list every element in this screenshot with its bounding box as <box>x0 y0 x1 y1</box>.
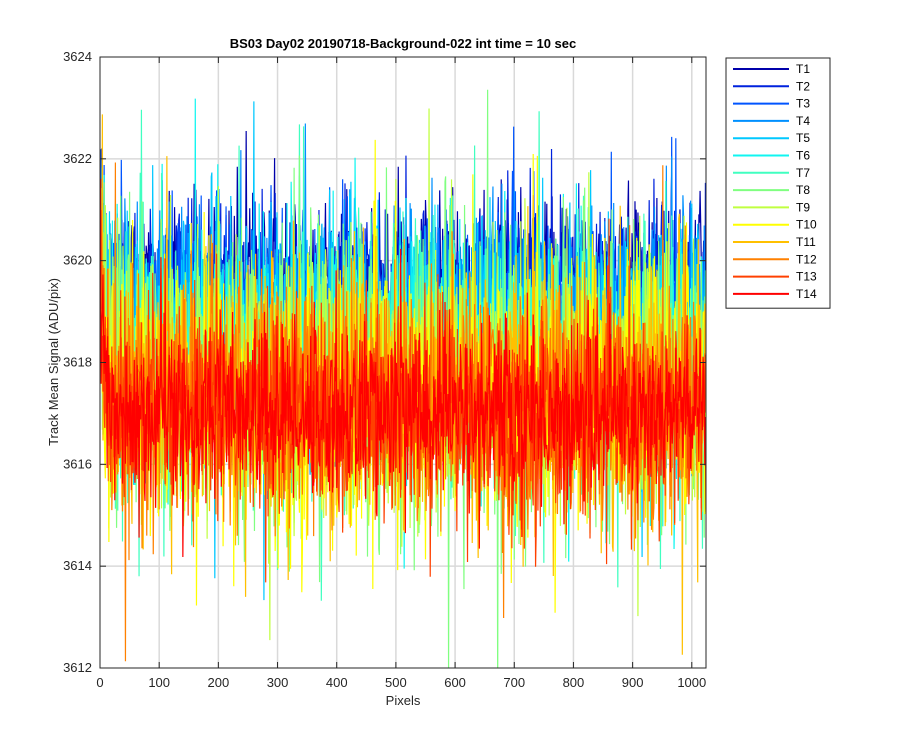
x-tick-label: 0 <box>96 675 103 690</box>
x-tick-label: 400 <box>326 675 348 690</box>
legend-label-t1: T1 <box>796 62 810 76</box>
legend-label-t4: T4 <box>796 114 810 128</box>
legend-label-t8: T8 <box>796 183 810 197</box>
x-tick-label: 700 <box>503 675 525 690</box>
y-tick-label: 3616 <box>63 456 92 471</box>
legend-label-t6: T6 <box>796 149 810 163</box>
legend-label-t14: T14 <box>796 287 817 301</box>
legend-label-t2: T2 <box>796 79 810 93</box>
y-axis-label: Track Mean Signal (ADU/pix) <box>46 278 61 446</box>
x-tick-label: 500 <box>385 675 407 690</box>
y-tick-label: 3624 <box>63 49 92 64</box>
x-tick-label: 1000 <box>677 675 706 690</box>
y-tick-label: 3618 <box>63 355 92 370</box>
y-tick-label: 3620 <box>63 253 92 268</box>
series-line-t14 <box>100 178 706 558</box>
legend-label-t7: T7 <box>796 166 810 180</box>
series-lines <box>100 89 706 668</box>
x-tick-label: 300 <box>267 675 289 690</box>
legend-box <box>725 57 831 309</box>
y-tick-label: 3622 <box>63 151 92 166</box>
legend: T1 T2 T3 T4 T5 T6 T7 T8 T9 T10 T11 T12 T13 T14 <box>725 57 831 309</box>
x-tick-label: 600 <box>444 675 466 690</box>
legend-label-t12: T12 <box>796 252 817 266</box>
y-tick-label: 3612 <box>63 660 92 675</box>
ticks: 0 100 200 300 400 500 600 700 800 900 1000 3612 3614… <box>63 49 706 690</box>
x-tick-label: 800 <box>563 675 585 690</box>
legend-label-t11: T11 <box>796 235 816 249</box>
chart-title: BS03 Day02 20190718-Background-022 int t… <box>230 36 577 51</box>
x-tick-label: 200 <box>208 675 230 690</box>
x-axis-label: Pixels <box>386 693 421 708</box>
x-tick-label: 900 <box>622 675 644 690</box>
legend-label-t3: T3 <box>796 97 810 111</box>
x-tick-label: 100 <box>148 675 170 690</box>
y-tick-label: 3614 <box>63 558 92 573</box>
legend-label-t5: T5 <box>796 131 810 145</box>
legend-label-t9: T9 <box>796 200 810 214</box>
legend-label-t10: T10 <box>796 218 817 232</box>
legend-label-t13: T13 <box>796 270 817 284</box>
